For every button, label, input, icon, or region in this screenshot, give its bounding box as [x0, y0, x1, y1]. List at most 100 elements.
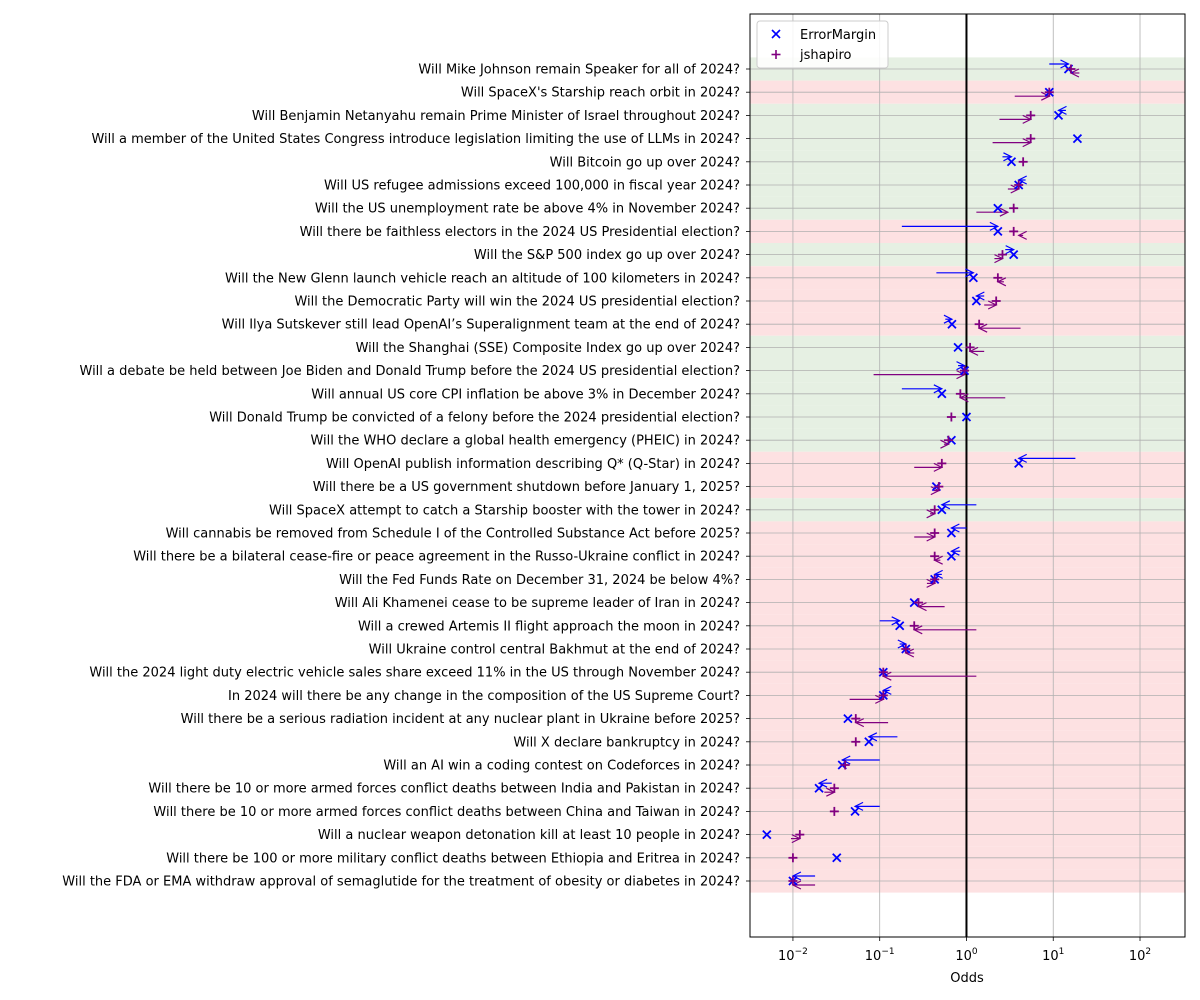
question-label: Will a debate be held between Joe Biden … — [80, 364, 741, 379]
question-label: Will a member of the United States Congr… — [91, 132, 740, 147]
jshapiro-point — [901, 644, 911, 654]
errormargin-change-arrow — [975, 291, 985, 301]
jshapiro-change-arrow — [1017, 230, 1027, 240]
question-label: Will there be 100 or more military confl… — [166, 851, 740, 866]
errormargin-point — [1053, 110, 1064, 121]
question-label: Will Bitcoin go up over 2024? — [550, 155, 740, 170]
errormargin-change-arrow — [933, 569, 943, 579]
jshapiro-point — [934, 482, 944, 492]
errormargin-point — [895, 621, 905, 631]
errormargin-change-arrow — [1002, 152, 1013, 162]
jshapiro-point — [930, 528, 940, 538]
errormargin-point — [832, 853, 842, 863]
question-label: Will Ilya Sutskever still lead OpenAI’s … — [222, 318, 740, 333]
question-label: Will the Democratic Party will win the 2… — [294, 295, 740, 310]
jshapiro-change-arrow — [976, 207, 1010, 217]
jshapiro-point — [993, 273, 1003, 283]
jshapiro-point — [946, 412, 956, 422]
jshapiro-point — [878, 690, 888, 700]
question-label: Will there be 10 or more armed forces co… — [148, 782, 740, 797]
errormargin-point — [947, 319, 957, 329]
errormargin-change-arrow — [867, 732, 898, 742]
question-label: Will the FDA or EMA withdraw approval of… — [62, 875, 740, 890]
errormargin-point — [814, 783, 824, 793]
jshapiro-point — [930, 505, 940, 515]
jshapiro-point — [1044, 87, 1054, 97]
jshapiro-point — [914, 598, 924, 608]
errormargin-change-arrow — [840, 755, 880, 765]
legend-marker-errormargin — [771, 29, 781, 39]
question-label: Will there be a serious radiation incide… — [181, 712, 740, 727]
errormargin-change-arrow — [879, 616, 902, 626]
question-label: Will there be 10 or more armed forces co… — [153, 805, 740, 820]
question-label: Will the US unemployment rate be above 4… — [315, 202, 740, 217]
jshapiro-point — [960, 366, 970, 376]
jshapiro-point — [1009, 226, 1019, 236]
legend-label-jshapiro: jshapiro — [799, 48, 852, 63]
errormargin-change-arrow — [936, 268, 975, 278]
errormargin-change-arrow — [1005, 245, 1016, 255]
x-tick-label: 10−2 — [778, 947, 808, 964]
question-label: Will Benjamin Netanyahu remain Prime Min… — [252, 109, 740, 124]
question-label: Will SpaceX attempt to catch a Starship … — [269, 503, 740, 518]
errormargin-change-arrow — [1017, 453, 1076, 463]
question-label: Will a nuclear weapon detonation kill at… — [318, 828, 740, 843]
errormargin-change-arrow — [901, 221, 1000, 231]
errormargin-change-arrow — [950, 546, 961, 556]
errormargin-point — [850, 806, 860, 817]
question-label: Will an AI win a coding contest on Codef… — [383, 759, 740, 774]
errormargin-point — [1014, 458, 1024, 469]
jshapiro-point — [1018, 157, 1028, 167]
x-tick-label: 101 — [1042, 947, 1064, 964]
jshapiro-point — [878, 667, 888, 677]
jshapiro-point — [965, 342, 975, 352]
x-tick-label: 10−1 — [865, 947, 895, 964]
jshapiro-point — [1026, 134, 1036, 144]
question-labels: Will Mike Johnson remain Speaker for all… — [62, 63, 750, 890]
jshapiro-point — [909, 621, 919, 631]
question-label: Will the S&P 500 index go up over 2024? — [474, 248, 740, 263]
row-bands — [750, 57, 1185, 893]
jshapiro-point — [937, 458, 947, 468]
question-label: Will US refugee admissions exceed 100,00… — [324, 179, 740, 194]
question-label: Will the Shanghai (SSE) Composite Index … — [356, 341, 740, 356]
errormargin-change-arrow — [1057, 105, 1067, 115]
jshapiro-point — [1026, 110, 1036, 120]
errormargin-change-arrow — [1017, 175, 1027, 185]
errormargin-change-arrow — [943, 314, 954, 324]
question-label: Will there be a bilateral cease-fire or … — [133, 550, 740, 565]
legend-marker-jshapiro — [771, 50, 781, 59]
jshapiro-point — [851, 714, 861, 724]
errormargin-change-arrow — [853, 801, 880, 811]
errormargin-change-arrow — [956, 361, 966, 371]
jshapiro-point — [974, 319, 984, 329]
question-label: Will there be a US government shutdown b… — [313, 480, 740, 495]
errormargin-point — [971, 296, 981, 306]
errormargin-point — [953, 342, 963, 353]
errormargin-point — [937, 389, 947, 399]
errormargin-change-arrow — [791, 871, 816, 881]
gridlines — [750, 14, 1185, 937]
jshapiro-point — [1009, 203, 1019, 213]
jshapiro-point — [829, 783, 839, 793]
jshapiro-point — [788, 876, 798, 886]
question-label: Will X declare bankruptcy in 2024? — [513, 735, 740, 750]
jshapiro-point — [930, 574, 940, 584]
question-label: Will Donald Trump be convicted of a felo… — [209, 411, 740, 426]
jshapiro-point — [829, 806, 839, 816]
errormargin-point — [843, 713, 853, 724]
legend-label-errormargin: ErrorMargin — [800, 28, 876, 43]
jshapiro-point — [955, 389, 965, 399]
errormargin-point — [961, 412, 972, 422]
errormargin-point — [864, 737, 874, 747]
question-label: Will the New Glenn launch vehicle reach … — [225, 271, 740, 286]
question-label: Will SpaceX's Starship reach orbit in 20… — [461, 86, 740, 101]
question-label: Will Ali Khamenei cease to be supreme le… — [335, 596, 740, 611]
question-label: Will the 2024 light duty electric vehicl… — [89, 666, 740, 681]
errormargin-change-arrow — [1049, 59, 1070, 69]
jshapiro-point — [851, 737, 861, 747]
question-label: Will there be faithless electors in the … — [300, 225, 740, 240]
jshapiro-point — [991, 296, 1001, 306]
legend-box — [756, 20, 889, 69]
x-axis-ticks: 10−2 10−1 100 101 102 — [778, 937, 1151, 964]
